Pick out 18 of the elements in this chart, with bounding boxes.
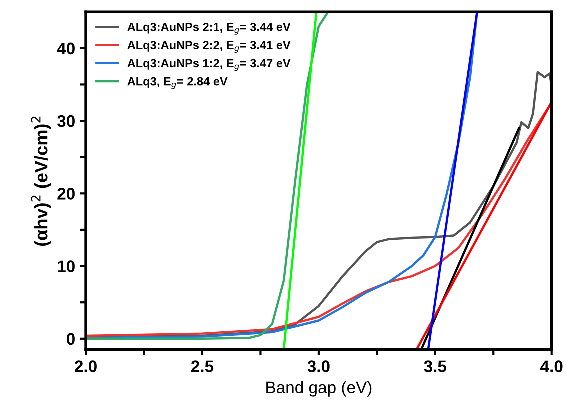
y-tick-label: 40	[57, 42, 75, 55]
x-tick-label: 3.0	[308, 360, 330, 372]
y-tick-label: 30	[57, 115, 75, 128]
legend-label: ALq3:AuNPs 1:2, E$_{g}$= 3.47 eV	[128, 59, 291, 72]
y-axis-title: (αhv)$^{2}$ (eV/cm)$^{2}$	[31, 116, 52, 246]
y-tick-label: 20	[58, 188, 75, 200]
y-tick-label: 0	[67, 333, 75, 346]
x-axis-title: Band gap (eV)	[266, 381, 372, 397]
legend-label: ALq3, E$_{g}$= 2.84 eV	[128, 77, 228, 90]
line-series	[86, 12, 330, 340]
legend-label: ALq3:AuNPs 2:1, E$_{g}$= 3.44 eV	[128, 23, 291, 35]
x-tick-label: 4.0	[540, 360, 563, 372]
legend-label: ALq3:AuNPs 2:2, E$_{g}$= 3.41 eV	[128, 41, 291, 54]
y-tick-label: 10	[58, 260, 75, 272]
x-tick-label: 2.0	[75, 360, 97, 372]
line-series	[86, 12, 478, 340]
x-tick-label: 2.5	[191, 360, 214, 372]
x-tick-label: 3.5	[424, 360, 447, 372]
